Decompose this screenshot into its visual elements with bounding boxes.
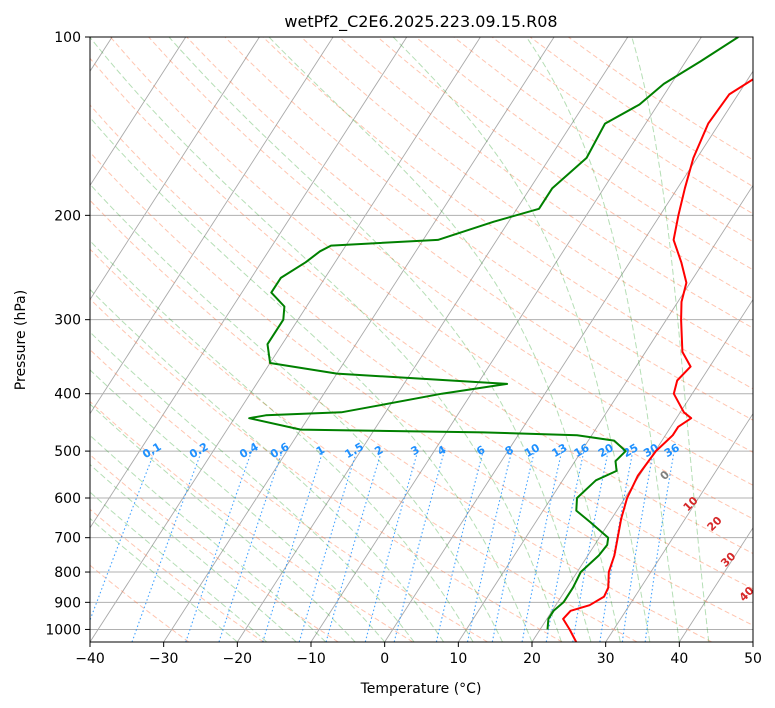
moist-adiabat-line bbox=[90, 37, 562, 642]
mixing-ratio-line bbox=[491, 450, 535, 642]
mixing-ratio-line bbox=[621, 451, 654, 642]
moist-adiabat-line bbox=[90, 491, 268, 642]
dry-adiabat-line bbox=[148, 37, 753, 486]
mixing-ratio-line bbox=[298, 450, 358, 642]
isotherm-line bbox=[531, 298, 753, 642]
mixing-ratio-line bbox=[393, 450, 445, 642]
moist-adiabat-line bbox=[90, 240, 474, 642]
isotherm-line bbox=[90, 37, 481, 642]
isotherm-line bbox=[90, 37, 260, 301]
y-tick-label: 400 bbox=[54, 387, 81, 403]
x-tick-label: 40 bbox=[670, 651, 688, 667]
isotherm-line bbox=[236, 37, 629, 642]
isotherm-line bbox=[90, 37, 187, 187]
axis-ticks: −40 −30 −20 −10 0 10 20 30 40 50 1000 900 800 700 600 5… bbox=[45, 30, 762, 667]
y-tick-label: 1000 bbox=[45, 622, 81, 638]
y-tick-label: 100 bbox=[54, 30, 81, 46]
y-tick-label: 800 bbox=[54, 565, 81, 581]
moist-adiabat-line bbox=[392, 37, 651, 642]
isotherm-line bbox=[605, 412, 753, 642]
isotherm-line bbox=[457, 184, 753, 642]
y-tick-label: 200 bbox=[54, 208, 81, 224]
x-tick-label: −40 bbox=[75, 651, 105, 667]
moist-adiabat-line bbox=[90, 463, 297, 642]
mixing-ratio-line bbox=[466, 450, 513, 642]
x-tick-label: −20 bbox=[223, 651, 253, 667]
profiles bbox=[248, 37, 753, 642]
moist-adiabat-line bbox=[631, 37, 710, 642]
isotherm-line bbox=[90, 37, 408, 529]
dewpoint-profile bbox=[248, 37, 739, 630]
dry-adiabat-line bbox=[90, 199, 712, 642]
dry-adiabat-line bbox=[90, 454, 339, 642]
moist-adiabat-line bbox=[90, 183, 503, 642]
moist-adiabat-line bbox=[525, 37, 680, 642]
plot-frame bbox=[89, 36, 754, 643]
mixing-ratio-line bbox=[364, 450, 419, 642]
dry-adiabat-line bbox=[90, 57, 753, 555]
x-tick-label: 0 bbox=[380, 651, 389, 667]
mixing-ratio-line bbox=[262, 450, 324, 642]
y-tick-label: 600 bbox=[54, 491, 81, 507]
isotherm-line bbox=[310, 37, 702, 642]
x-tick-label: 20 bbox=[523, 651, 541, 667]
isotherm-line bbox=[163, 37, 555, 642]
dry-adiabat-line bbox=[90, 508, 264, 642]
x-tick-label: −30 bbox=[149, 651, 179, 667]
chart-title: wetPf2_C2E6.2025.223.09.15.R08 bbox=[284, 12, 557, 32]
mixing-ratio-line bbox=[131, 450, 203, 642]
dry-adiabat-line bbox=[90, 104, 753, 590]
y-tick-label: 500 bbox=[54, 444, 81, 460]
y-tick-label: 700 bbox=[54, 531, 81, 547]
mixing-ratio-line bbox=[218, 450, 283, 642]
x-tick-label: 30 bbox=[597, 651, 615, 667]
x-tick-label: 10 bbox=[449, 651, 467, 667]
mixing-ratio-line bbox=[435, 450, 484, 642]
moist-adiabat-line bbox=[90, 116, 533, 642]
dry-adiabat-line bbox=[90, 298, 563, 642]
mixing-ratio-line bbox=[644, 451, 675, 642]
isotherm-line bbox=[384, 70, 753, 642]
y-axis-label: Pressure (hPa) bbox=[13, 290, 29, 390]
moist-adiabat-line bbox=[90, 517, 238, 642]
dry-adiabat-line bbox=[300, 37, 753, 359]
x-tick-label: 50 bbox=[744, 651, 762, 667]
dry-adiabat-line bbox=[110, 37, 753, 520]
background-lines bbox=[90, 37, 753, 642]
moist-adiabat-line bbox=[90, 434, 327, 642]
mixing-ratio-line bbox=[325, 450, 383, 642]
dry-adiabat-line bbox=[186, 37, 753, 453]
temperature-profile bbox=[562, 78, 753, 642]
dry-adiabat-line bbox=[338, 37, 753, 329]
dry-adiabat-line bbox=[90, 349, 488, 642]
x-axis-label: Temperature (°C) bbox=[360, 681, 482, 697]
dry-adiabat-line bbox=[90, 151, 753, 626]
moist-adiabat-line bbox=[90, 369, 386, 642]
y-tick-label: 300 bbox=[54, 313, 81, 329]
dry-adiabat-line bbox=[377, 37, 753, 300]
mixing-ratio-line bbox=[90, 450, 156, 622]
moist-adiabat-line bbox=[168, 37, 592, 642]
x-tick-label: −10 bbox=[296, 651, 326, 667]
moist-adiabat-line bbox=[90, 403, 356, 642]
isotherm-line bbox=[90, 37, 334, 415]
mixing-ratio-line bbox=[185, 450, 253, 642]
y-tick-label: 900 bbox=[54, 595, 81, 611]
isotherm-line bbox=[678, 527, 753, 642]
moist-adiabat-line bbox=[90, 331, 415, 642]
